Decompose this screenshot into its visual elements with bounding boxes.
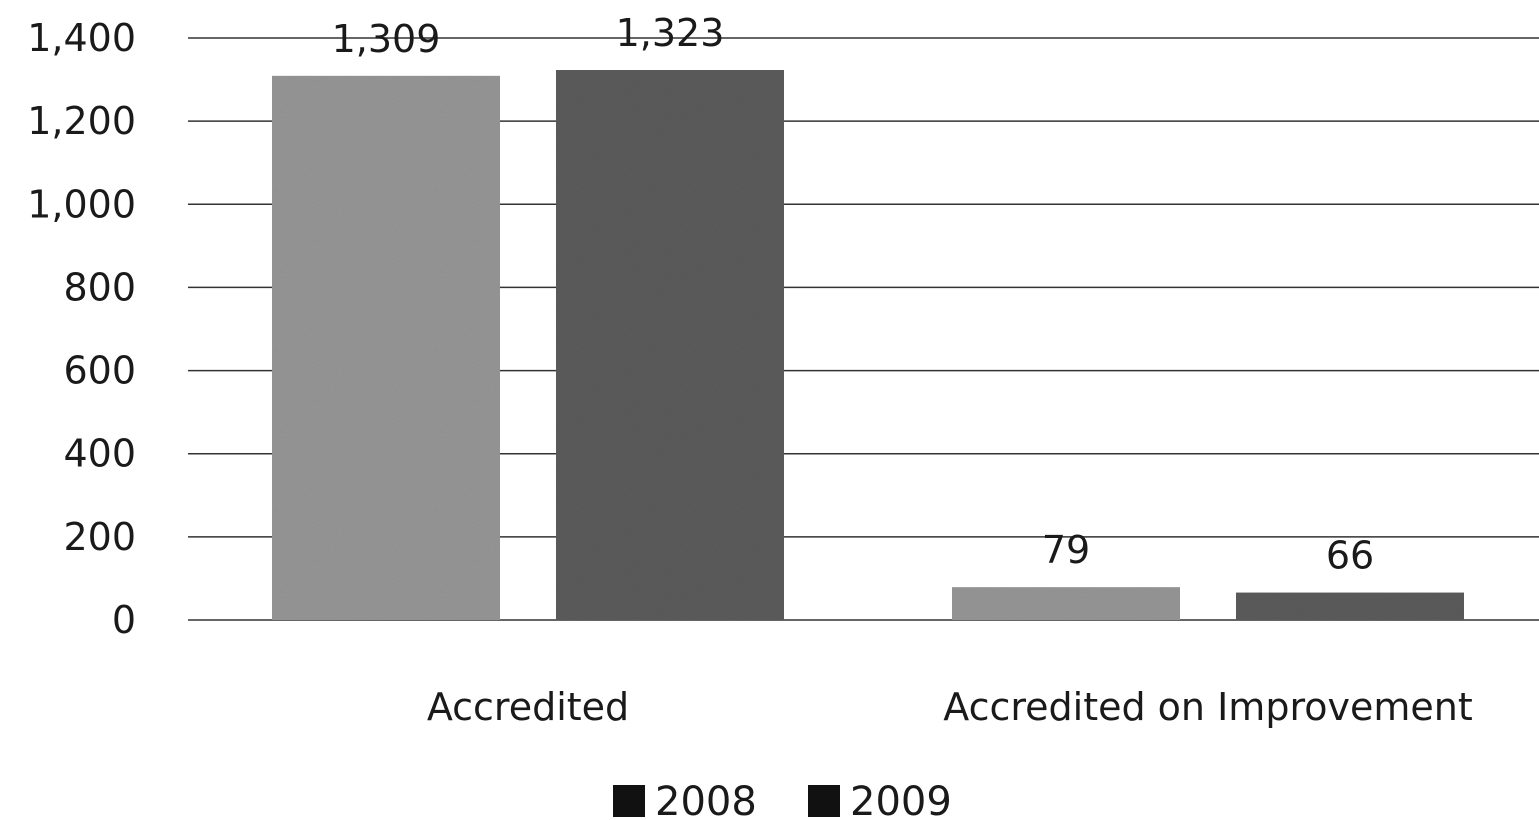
bar-2008-0 bbox=[272, 75, 500, 620]
data-labels: 1,309 1,323 79 66 bbox=[332, 11, 1375, 578]
y-tick-label: 1,200 bbox=[27, 99, 136, 143]
y-tick-label: 0 bbox=[112, 598, 136, 642]
x-tick-label: Accredited on Improvement bbox=[943, 685, 1472, 729]
legend-label-2008: 2008 bbox=[655, 779, 757, 820]
y-tick-label: 400 bbox=[63, 432, 136, 476]
y-tick-label: 1,000 bbox=[27, 182, 136, 226]
y-tick-label: 800 bbox=[63, 265, 136, 309]
bar-2009-0 bbox=[556, 70, 784, 620]
legend-label-2009: 2009 bbox=[850, 779, 952, 820]
data-label: 79 bbox=[1042, 528, 1090, 572]
data-label: 1,309 bbox=[332, 17, 441, 61]
legend-swatch-2008 bbox=[613, 785, 645, 817]
data-label: 1,323 bbox=[616, 11, 725, 55]
y-tick-label: 200 bbox=[63, 515, 136, 559]
y-tick-label: 1,400 bbox=[27, 16, 136, 60]
legend-swatch-2009 bbox=[808, 785, 840, 817]
bar-2008-1 bbox=[952, 587, 1180, 620]
y-axis: 0 200 400 600 800 1,000 1,200 1,400 bbox=[27, 16, 136, 642]
legend: 2008 2009 bbox=[613, 779, 952, 820]
x-tick-label: Accredited bbox=[427, 685, 629, 729]
bars bbox=[272, 70, 1464, 620]
x-axis: Accredited Accredited on Improvement bbox=[427, 685, 1473, 729]
data-label: 66 bbox=[1326, 534, 1374, 578]
y-tick-label: 600 bbox=[63, 349, 136, 393]
bar-2009-1 bbox=[1236, 592, 1464, 620]
